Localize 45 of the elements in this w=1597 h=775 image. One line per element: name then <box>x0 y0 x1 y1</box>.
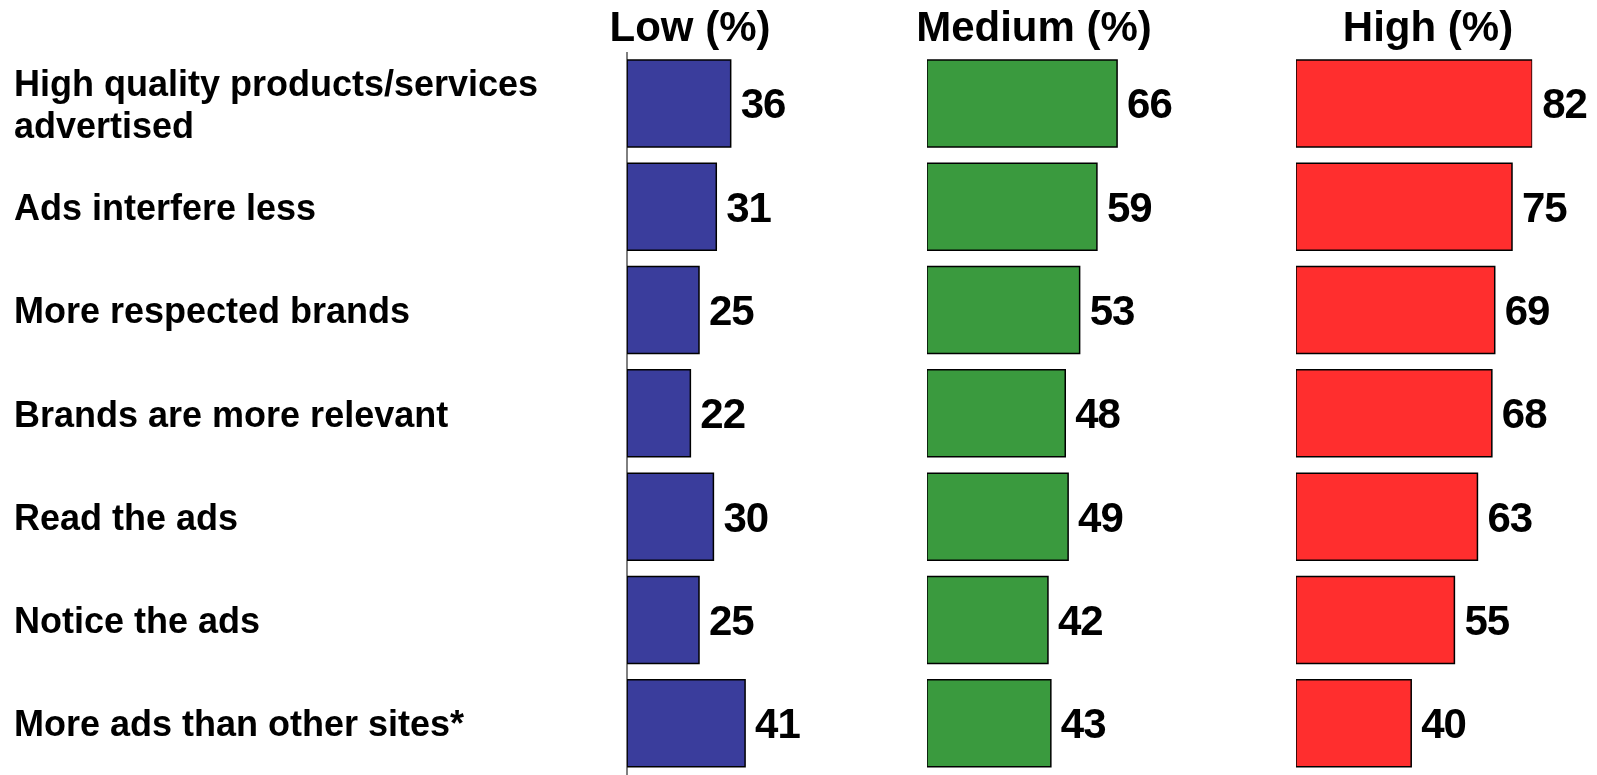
bar <box>927 162 1098 252</box>
bar <box>1296 575 1456 665</box>
data-label: 41 <box>755 700 801 748</box>
y-tick-label: Read the ads <box>14 496 239 538</box>
data-label: 42 <box>1057 596 1103 644</box>
data-label: 49 <box>1078 493 1123 541</box>
bar <box>1296 472 1479 561</box>
data-label: 53 <box>1089 286 1135 334</box>
y-tick-label: Notice the ads <box>14 599 261 641</box>
data-label: 22 <box>700 390 746 438</box>
bar <box>1296 265 1496 355</box>
data-label: 75 <box>1522 183 1568 231</box>
data-label: 25 <box>709 596 755 644</box>
bar <box>927 678 1052 768</box>
data-label: 55 <box>1464 596 1510 644</box>
data-label: 66 <box>1127 80 1172 128</box>
y-tick-label: High quality products/services advertised <box>14 62 539 146</box>
data-label: 30 <box>723 493 769 541</box>
bar <box>1296 369 1493 458</box>
chart-title: High (%) <box>1341 2 1515 52</box>
data-label: 40 <box>1421 700 1466 748</box>
bar <box>927 59 1118 148</box>
bar <box>1296 162 1513 252</box>
data-label: 59 <box>1106 183 1152 231</box>
bar <box>1296 59 1533 148</box>
data-label: 82 <box>1542 80 1587 128</box>
y-tick-label: Brands are more relevant <box>14 393 449 434</box>
data-label: 43 <box>1060 700 1106 748</box>
bar <box>927 369 1066 458</box>
chart-title: Medium (%) <box>915 2 1153 52</box>
bar <box>927 265 1081 355</box>
data-label: 31 <box>726 183 772 231</box>
y-tick-label: Ads interfere less <box>14 186 317 228</box>
data-label: 48 <box>1075 390 1121 438</box>
bar <box>927 472 1069 561</box>
data-label: 68 <box>1501 390 1548 438</box>
chart-title: Low (%) <box>608 2 772 52</box>
data-label: 63 <box>1487 493 1533 541</box>
bar <box>927 575 1049 665</box>
y-tick-label: More ads than other sites* <box>14 702 465 744</box>
bar <box>1296 678 1412 768</box>
y-tick-label: More respected brands <box>14 289 411 331</box>
data-label: 36 <box>740 80 786 128</box>
data-label: 69 <box>1504 286 1550 334</box>
data-label: 25 <box>709 286 755 334</box>
